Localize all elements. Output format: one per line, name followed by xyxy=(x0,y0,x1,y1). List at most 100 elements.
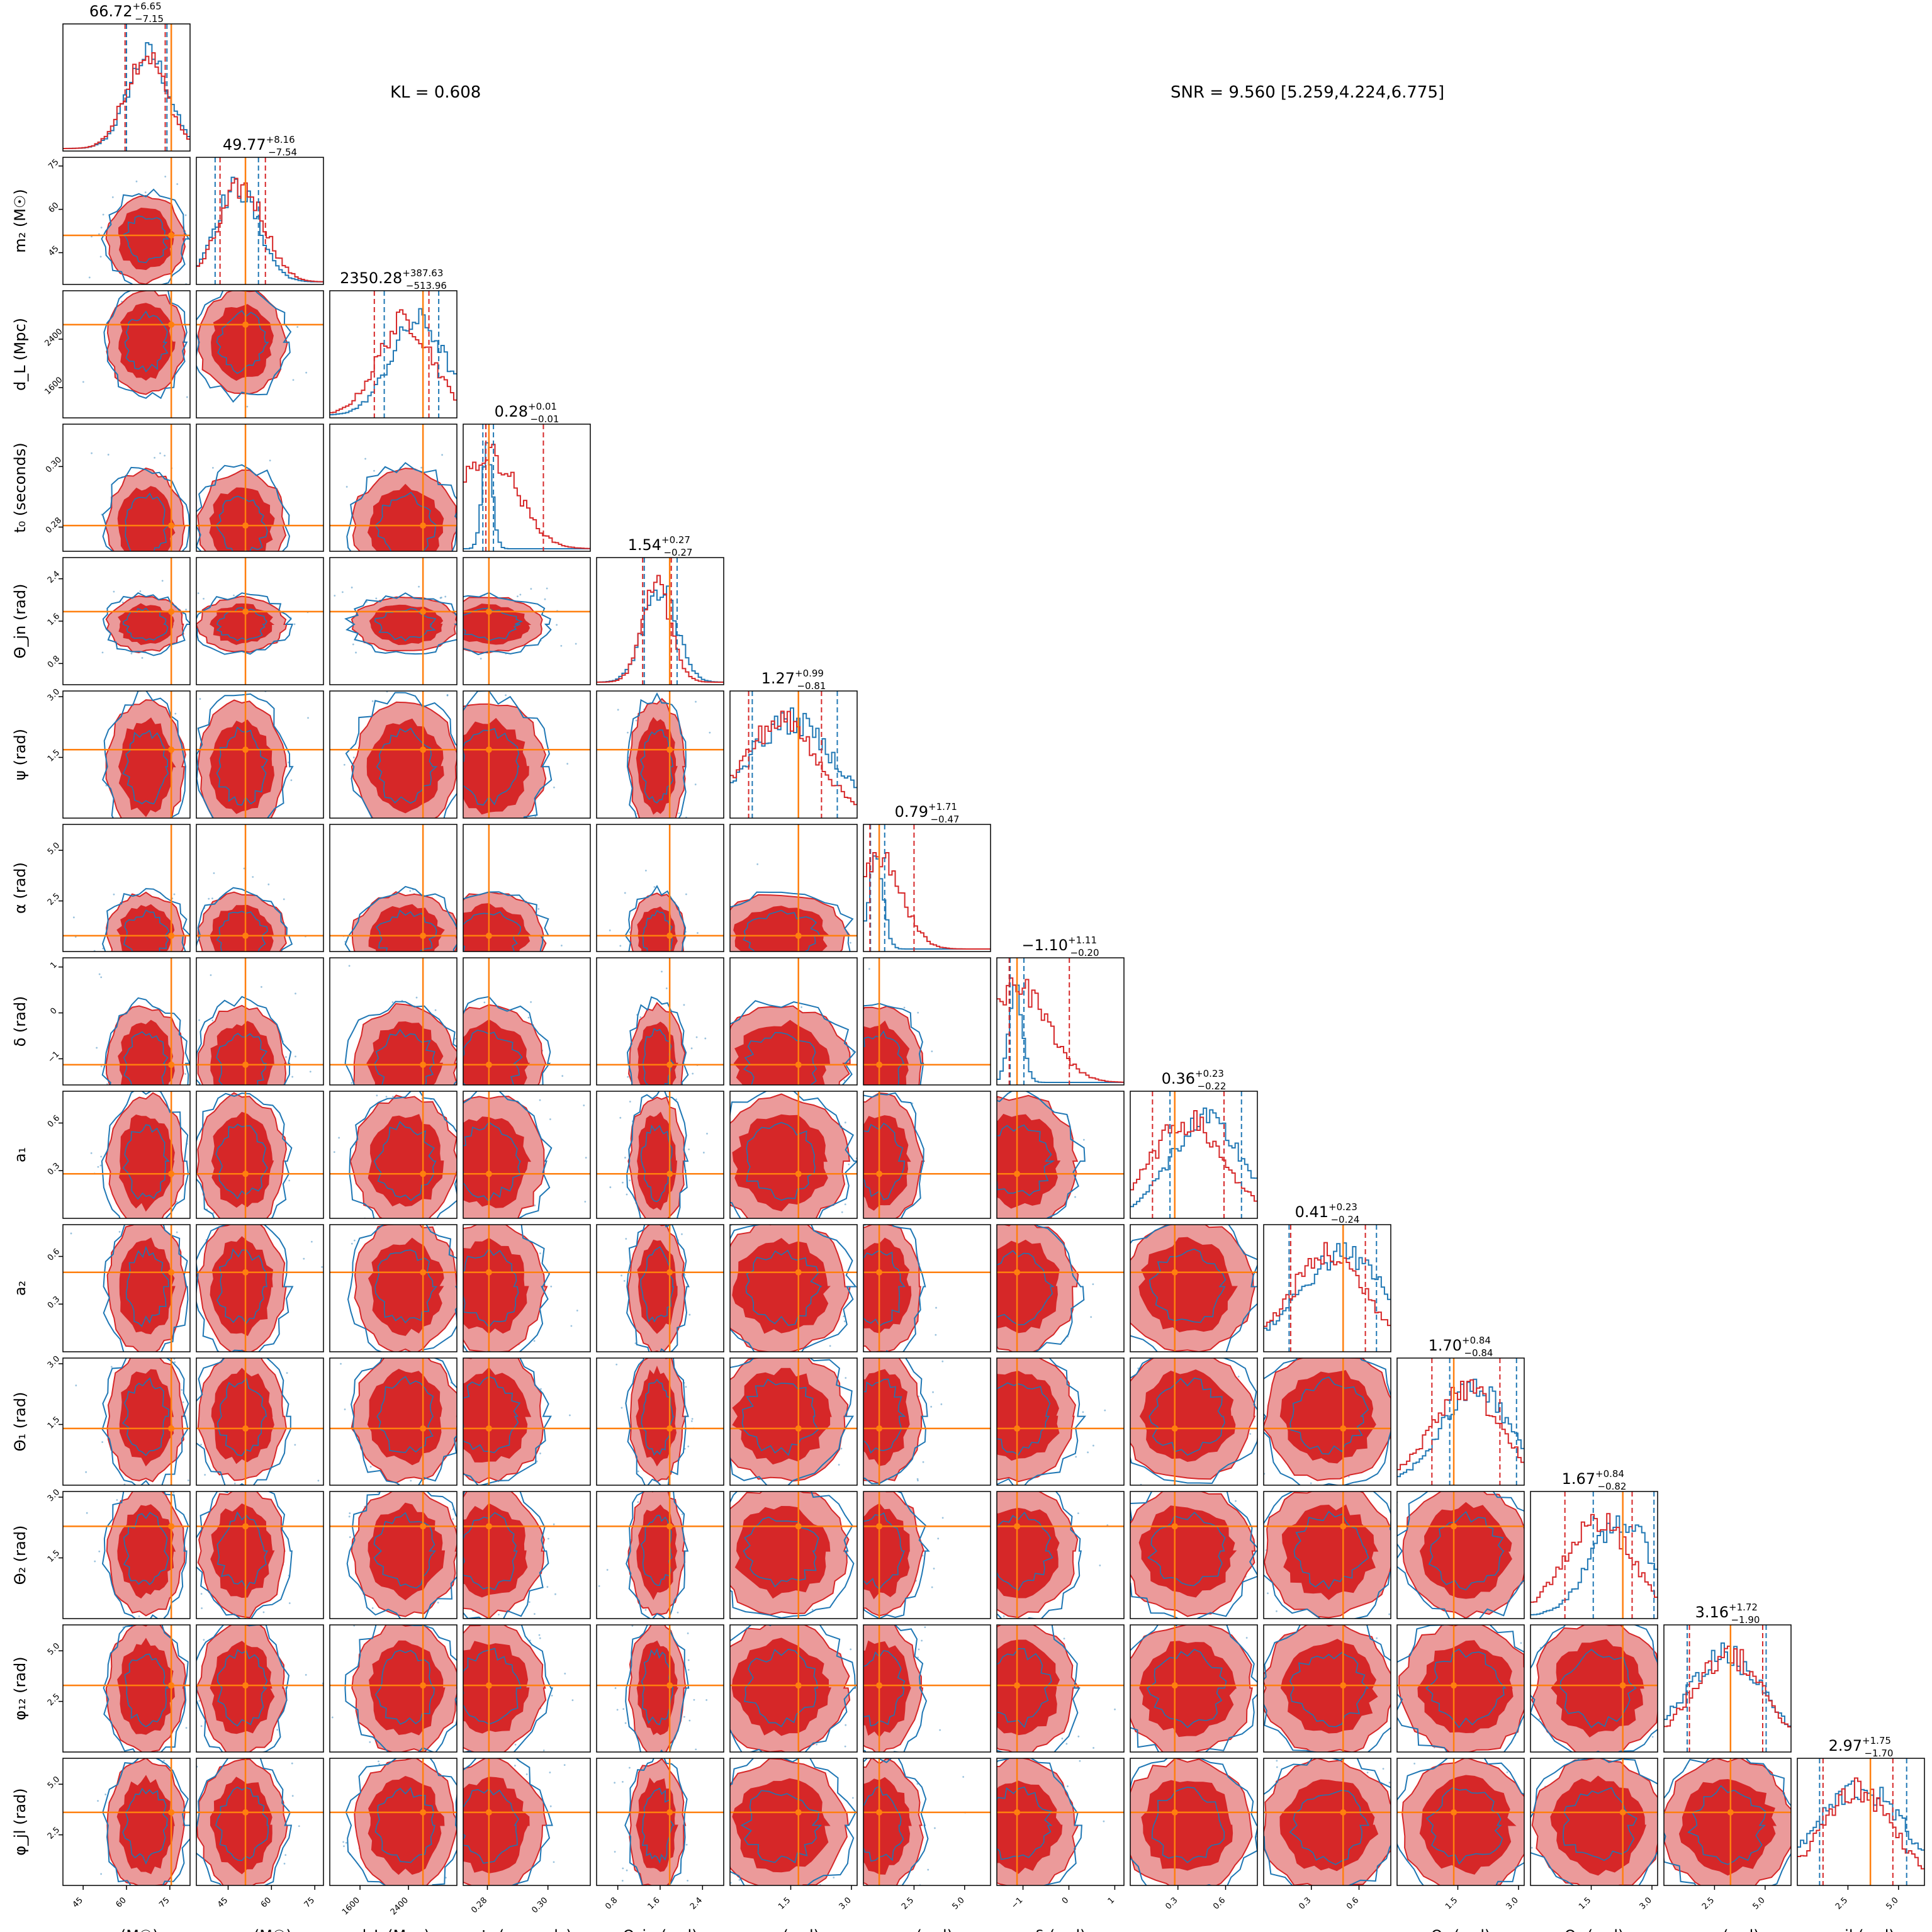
sample-point xyxy=(1065,1743,1068,1745)
blue-contour-inner xyxy=(863,1250,906,1327)
panel-frame xyxy=(863,957,991,1086)
diag-panel-5: 1.27+0.99 −0.81 xyxy=(729,668,858,819)
panel-7-1 xyxy=(196,957,324,1091)
blue-contour-inner xyxy=(863,1650,906,1727)
sample-point xyxy=(637,1501,639,1503)
panel-content xyxy=(597,1758,724,1885)
panel-frame xyxy=(196,1758,324,1886)
panel-frame xyxy=(863,1758,991,1886)
sample-point xyxy=(276,1729,279,1731)
sample-point xyxy=(717,1607,719,1609)
sample-point xyxy=(86,1512,88,1514)
blue-contour-inner xyxy=(216,1033,268,1085)
sample-point xyxy=(966,1255,968,1257)
sample-point xyxy=(622,1181,624,1184)
title-minus: −0.84 xyxy=(1464,1347,1493,1359)
sample-point xyxy=(284,1854,287,1856)
sample-point xyxy=(843,1097,845,1099)
sample-point xyxy=(817,969,819,971)
blue-contour-inner xyxy=(215,495,268,551)
sample-point xyxy=(369,1741,371,1743)
sample-point xyxy=(1506,1771,1508,1773)
sample-point xyxy=(348,1894,350,1895)
blue-contour-outer xyxy=(997,1091,1086,1218)
sample-point xyxy=(1437,1897,1439,1899)
panel-frame xyxy=(463,957,591,1086)
blue-contour-outer xyxy=(344,1625,457,1752)
title-plus: +0.27 xyxy=(661,534,690,546)
sample-point xyxy=(99,1164,102,1167)
y-axis-label: a₂ xyxy=(11,1281,29,1296)
sample-point xyxy=(157,965,159,967)
blue-contour-inner xyxy=(997,1250,1055,1325)
sample-point xyxy=(410,1480,412,1482)
sample-point xyxy=(1407,1418,1408,1420)
panel-content xyxy=(63,291,190,418)
panel-10-4 xyxy=(596,1334,724,1486)
sample-point xyxy=(517,595,519,598)
sample-point xyxy=(525,1773,528,1775)
sample-point xyxy=(1206,1923,1208,1925)
sample-point xyxy=(327,331,329,333)
blue-histogram xyxy=(1530,1515,1658,1615)
sample-point xyxy=(479,879,481,880)
title-plus: +0.84 xyxy=(1595,1468,1624,1480)
panel-content xyxy=(1530,1758,1658,1885)
sample-point xyxy=(948,1649,950,1651)
sample-point xyxy=(281,1364,283,1366)
sample-point xyxy=(213,1089,215,1091)
panel-content xyxy=(63,157,190,284)
panel-frame xyxy=(463,1357,591,1486)
sample-point xyxy=(971,1782,973,1784)
sample-point xyxy=(251,1621,253,1623)
sample-point xyxy=(295,1055,296,1058)
sample-point xyxy=(851,1797,854,1799)
sample-point xyxy=(1349,1613,1351,1615)
sample-point xyxy=(376,840,378,842)
sample-point xyxy=(97,1800,99,1802)
panel-frame xyxy=(463,1224,591,1352)
sample-point xyxy=(1172,1356,1174,1357)
sample-point xyxy=(375,597,378,600)
sample-point xyxy=(1301,1488,1303,1490)
blue-contour-inner xyxy=(1425,1787,1503,1865)
sample-point xyxy=(184,214,187,216)
panel-content xyxy=(196,958,323,1091)
blue-contour-inner xyxy=(640,1246,675,1323)
blue-contour-outer xyxy=(103,291,188,400)
sample-point xyxy=(1238,1341,1240,1343)
sample-point xyxy=(97,1165,99,1168)
panel-frame xyxy=(729,957,858,1086)
panel-frame xyxy=(62,1357,191,1486)
panel-frame xyxy=(463,824,591,952)
blue-contour-outer xyxy=(1530,1625,1658,1752)
sample-point xyxy=(800,998,802,1000)
sample-point xyxy=(955,1703,957,1705)
sample-point xyxy=(679,1334,681,1336)
sample-point xyxy=(838,1464,840,1466)
y-axis-label: t₀ (seconds) xyxy=(11,442,29,532)
sample-point xyxy=(442,973,444,975)
panel-content xyxy=(63,1225,190,1352)
title-value: 1.27 xyxy=(761,670,795,687)
sample-point xyxy=(464,855,466,856)
sample-point xyxy=(130,1487,132,1489)
sample-point xyxy=(213,872,215,874)
x-tick-label: 1 xyxy=(1106,1895,1116,1906)
sample-point xyxy=(351,587,353,588)
sample-point xyxy=(647,982,649,984)
blue-contour-inner xyxy=(376,727,438,804)
sample-point xyxy=(1641,1588,1643,1590)
sample-point xyxy=(1077,1512,1079,1515)
sample-point xyxy=(692,1072,694,1075)
sample-point xyxy=(987,1096,989,1098)
sample-point xyxy=(628,1766,631,1769)
panel-content xyxy=(63,424,190,551)
sample-point xyxy=(348,568,350,570)
blue-contour-outer xyxy=(863,1758,929,1885)
sample-point xyxy=(834,1738,836,1739)
blue-contour-outer xyxy=(347,1225,457,1352)
sample-point xyxy=(1127,1462,1129,1464)
